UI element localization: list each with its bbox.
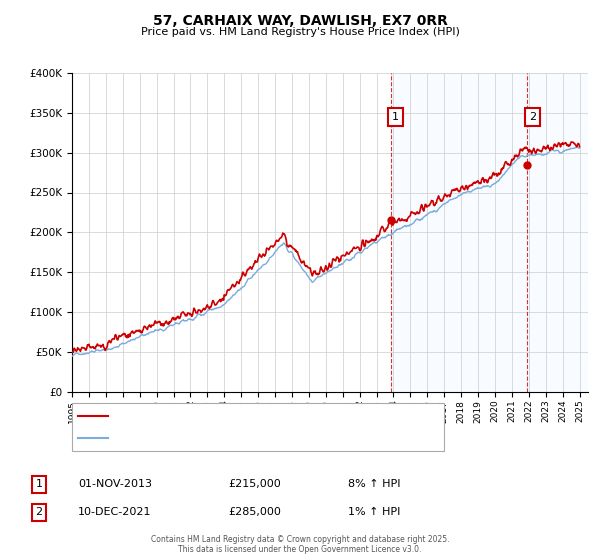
Text: Contains HM Land Registry data © Crown copyright and database right 2025.
This d: Contains HM Land Registry data © Crown c… [151,535,449,554]
Text: 1: 1 [392,111,399,122]
Text: Price paid vs. HM Land Registry's House Price Index (HPI): Price paid vs. HM Land Registry's House … [140,27,460,37]
Bar [391,73,588,392]
Text: 01-NOV-2013: 01-NOV-2013 [78,479,152,489]
Text: 8% ↑ HPI: 8% ↑ HPI [348,479,401,489]
Text: 10-DEC-2021: 10-DEC-2021 [78,507,151,517]
Text: HPI: Average price, semi-detached house, Teignbridge: HPI: Average price, semi-detached house,… [114,433,379,444]
Text: 2: 2 [529,111,536,122]
Text: 1% ↑ HPI: 1% ↑ HPI [348,507,400,517]
Text: £215,000: £215,000 [228,479,281,489]
Text: 1: 1 [35,479,43,489]
Text: £285,000: £285,000 [228,507,281,517]
Text: 57, CARHAIX WAY, DAWLISH, EX7 0RR (semi-detached house): 57, CARHAIX WAY, DAWLISH, EX7 0RR (semi-… [114,411,416,421]
Text: 57, CARHAIX WAY, DAWLISH, EX7 0RR: 57, CARHAIX WAY, DAWLISH, EX7 0RR [152,14,448,28]
Text: 2: 2 [35,507,43,517]
